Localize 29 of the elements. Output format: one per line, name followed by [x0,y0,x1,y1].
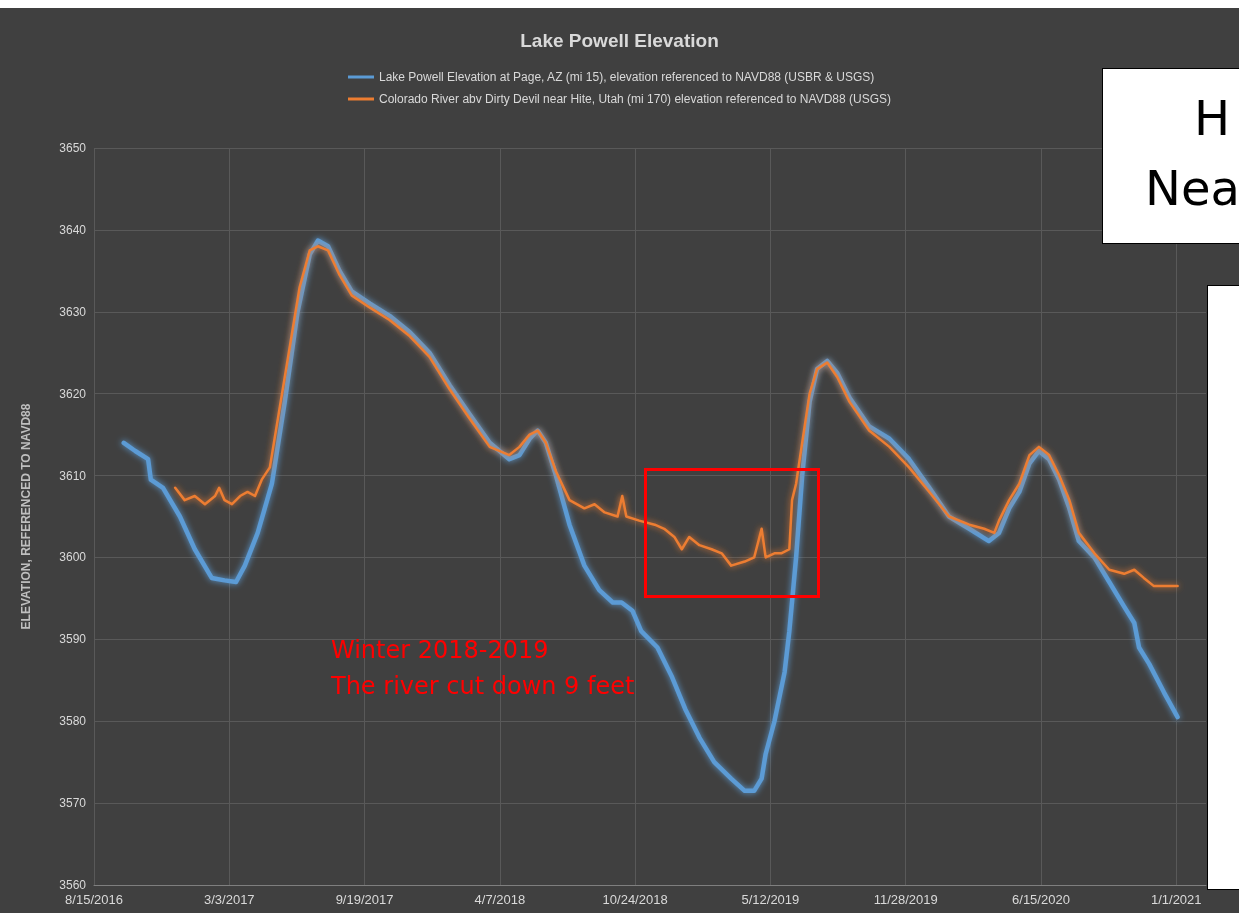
line-series [173,245,1179,588]
y-tick-label: 3650 [59,141,87,155]
y-tick-label: 3620 [59,386,87,401]
line-series [121,238,1180,794]
x-tick-label: 4/7/2018 [474,892,526,907]
legend-label: Lake Powell Elevation at Page, AZ (mi 15), elevation referenced to NAVD88 (USBR & USGS) [379,70,875,84]
y-tick-label: 3560 [59,878,87,892]
text: H [1194,90,1231,146]
y-tick-label: 3570 [59,796,87,811]
x-tick-label: 1/1/2021 [1150,892,1202,907]
chart-title: Lake Powell Elevation [520,30,719,51]
y-tick-label: 3610 [59,468,87,483]
y-tick-label: 3590 [59,632,87,647]
x-tick-label: 6/15/2020 [1012,892,1070,907]
y-tick-label: 3600 [59,550,87,565]
y-tick-label: 3640 [59,222,87,237]
annotation: Nea [1145,160,1239,216]
x-tick-label: 9/19/2017 [335,892,394,907]
x-tick-label: 5/12/2019 [741,892,800,907]
legend-label: Colorado River abv Dirty Devil near Hite, Utah (mi 170) elevation referenced to NAVD88 (USGS) [379,92,891,106]
x-tick-label: 10/24/2018 [602,892,668,907]
x-tick-label: 8/15/2016 [65,892,123,907]
x-tick-label: 3/3/2017 [203,892,255,907]
y-tick-label: 3580 [59,714,87,729]
annotation: The river cut down 9 feet [331,672,635,700]
annotation: Winter 2018-2019 [331,636,549,664]
x-tick-label: 11/28/2019 [873,892,938,907]
y-tick-label: 3630 [59,304,87,319]
y-axis-title: ELEVATION, REFERENCED TO NAVD88 [19,403,33,630]
